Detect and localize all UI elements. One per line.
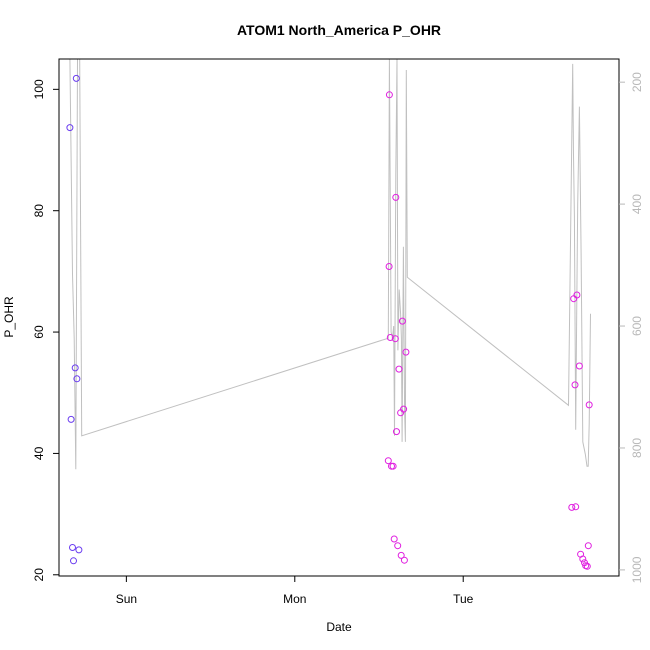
data-point-37	[584, 542, 592, 550]
data-point-24	[400, 556, 408, 564]
y-tick-label: 100	[32, 79, 46, 99]
plot-frame	[58, 58, 620, 577]
x-tick-label: Tue	[453, 592, 474, 606]
data-point-1	[67, 415, 75, 423]
data-point-15	[391, 335, 399, 343]
data-point-26	[568, 503, 576, 511]
data-point-3	[70, 557, 77, 565]
y-tick-label: 40	[32, 446, 46, 460]
y2-tick-label: 200	[630, 72, 644, 92]
data-point-22	[398, 317, 406, 325]
data-point-25	[402, 348, 410, 356]
data-point-8	[384, 457, 392, 465]
y-tick-label: 60	[32, 325, 46, 339]
data-point-28	[571, 381, 579, 389]
data-point-38	[585, 401, 593, 409]
data-point-16	[392, 193, 400, 201]
y2-tick-label: 1000	[630, 556, 644, 583]
y2-tick-label: 600	[630, 316, 644, 336]
x-axis-label: Date	[326, 620, 352, 634]
data-point-7	[75, 546, 83, 554]
data-point-0	[66, 124, 74, 132]
y2-tick-label: 400	[630, 194, 644, 214]
data-point-11	[386, 334, 394, 341]
data-point-36	[583, 562, 591, 570]
data-point-4	[71, 364, 79, 372]
data-point-2	[69, 544, 76, 551]
y-tick-label: 20	[32, 568, 46, 582]
chart-title: ATOM1 North_America P_OHR	[237, 22, 441, 38]
x-tick-label: Sun	[116, 592, 137, 606]
data-point-6	[73, 375, 81, 383]
data-point-9	[385, 263, 393, 270]
data-point-29	[572, 503, 580, 511]
data-point-10	[385, 91, 393, 99]
data-point-18	[394, 542, 402, 550]
data-point-30	[573, 291, 581, 299]
data-point-5	[72, 74, 80, 82]
data-point-21	[397, 551, 405, 559]
plot-area	[66, 58, 593, 570]
data-point-23	[400, 405, 408, 413]
data-point-13	[389, 462, 397, 470]
y2-tick-label: 800	[630, 438, 644, 458]
response-time-line	[69, 58, 591, 470]
data-point-19	[395, 365, 403, 373]
y-tick-label: 80	[32, 204, 46, 218]
data-point-27	[570, 295, 578, 303]
data-point-17	[393, 428, 400, 436]
data-point-31	[575, 362, 583, 370]
y-axis-label: P_OHR	[2, 296, 16, 338]
data-point-33	[579, 555, 587, 563]
data-point-14	[390, 535, 398, 543]
x-tick-label: Mon	[283, 592, 306, 606]
